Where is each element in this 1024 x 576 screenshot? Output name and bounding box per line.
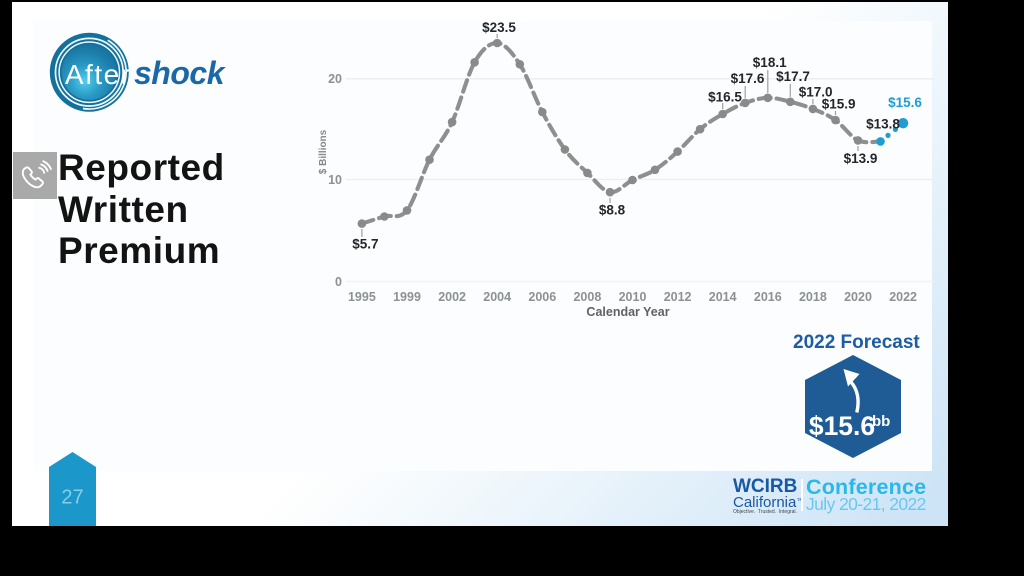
svg-text:1995: 1995: [348, 290, 376, 304]
svg-text:shock: shock: [134, 55, 227, 91]
svg-text:2002: 2002: [438, 290, 466, 304]
svg-text:$5.7: $5.7: [352, 237, 378, 252]
svg-text:2012: 2012: [664, 290, 692, 304]
svg-text:$17.0: $17.0: [799, 84, 833, 99]
svg-text:Calendar Year: Calendar Year: [586, 305, 669, 319]
svg-text:2022: 2022: [889, 290, 917, 304]
svg-text:bb: bb: [872, 413, 890, 430]
svg-text:2020: 2020: [844, 290, 872, 304]
svg-text:2018: 2018: [799, 290, 827, 304]
svg-text:$23.5: $23.5: [482, 20, 516, 35]
svg-text:$15.9: $15.9: [822, 96, 856, 111]
svg-text:20: 20: [328, 72, 342, 86]
svg-text:27: 27: [61, 487, 83, 509]
svg-text:$ Billions: $ Billions: [318, 129, 329, 174]
svg-text:2016: 2016: [754, 290, 782, 304]
svg-text:$15.6: $15.6: [888, 95, 922, 110]
svg-text:$13.8: $13.8: [866, 117, 900, 132]
svg-text:1999: 1999: [393, 290, 421, 304]
svg-text:$17.6: $17.6: [731, 71, 765, 86]
svg-text:2014: 2014: [709, 290, 737, 304]
svg-text:2004: 2004: [483, 290, 511, 304]
svg-text:2008: 2008: [573, 290, 601, 304]
svg-text:2006: 2006: [528, 290, 556, 304]
svg-text:$8.8: $8.8: [599, 203, 626, 218]
svg-text:$16.5: $16.5: [708, 90, 742, 105]
svg-text:10: 10: [328, 173, 342, 187]
svg-text:$15.6: $15.6: [809, 411, 875, 441]
svg-text:$18.1: $18.1: [753, 55, 787, 70]
svg-text:After: After: [65, 59, 132, 90]
svg-text:$13.9: $13.9: [844, 151, 878, 166]
svg-text:$17.7: $17.7: [776, 69, 810, 84]
svg-text:0: 0: [335, 275, 342, 289]
svg-text:2010: 2010: [619, 290, 647, 304]
